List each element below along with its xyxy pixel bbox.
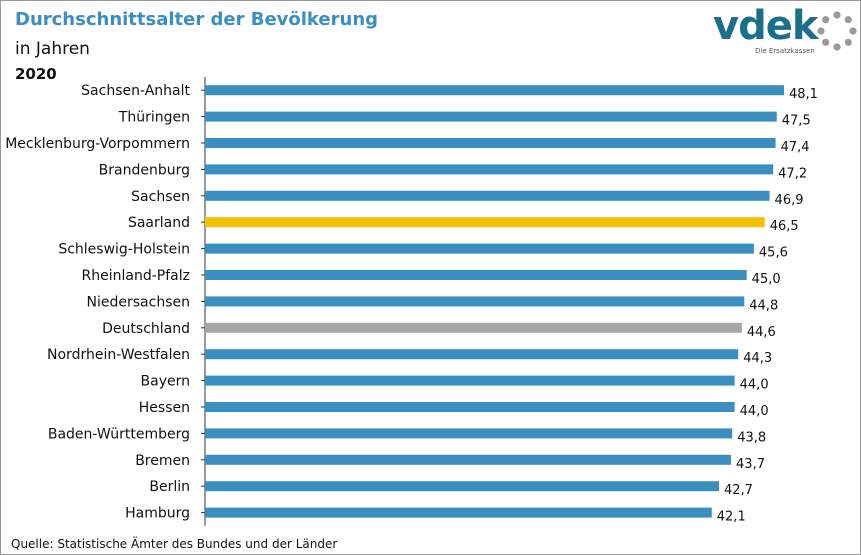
- bar: [205, 85, 784, 96]
- category-label: Baden-Württemberg: [48, 426, 190, 442]
- category-label: Rheinland-Pfalz: [82, 268, 190, 284]
- category-label: Hamburg: [125, 506, 190, 522]
- chart-subtitle: in Jahren: [15, 39, 90, 59]
- category-label: Nordrhein-Westfalen: [47, 347, 190, 363]
- category-label: Saarland: [128, 215, 190, 231]
- category-label: Hessen: [139, 400, 190, 416]
- chart-year: 2020: [15, 65, 57, 83]
- category-label: Brandenburg: [99, 162, 190, 178]
- category-label: Niedersachsen: [87, 294, 190, 310]
- category-label: Berlin: [149, 479, 190, 495]
- category-label: Mecklenburg-Vorpommern: [5, 136, 190, 152]
- category-label: Bayern: [141, 374, 190, 390]
- bar: [205, 190, 770, 201]
- value-label: 47,4: [781, 140, 810, 155]
- value-label: 47,2: [778, 166, 807, 181]
- logo-tagline: Die Ersatzkassen: [755, 47, 815, 55]
- value-label: 48,1: [789, 87, 818, 102]
- bar: [205, 507, 712, 518]
- category-label: Schleswig-Holstein: [58, 242, 190, 258]
- value-label: 42,1: [717, 510, 746, 525]
- bar: [205, 296, 745, 307]
- logo-ring-icon: [817, 11, 857, 51]
- bar: [205, 138, 776, 148]
- category-label: Sachsen: [131, 189, 190, 205]
- category-label: Deutschland: [102, 321, 190, 337]
- source-note: Quelle: Statistische Ämter des Bundes un…: [11, 537, 338, 551]
- value-label: 46,5: [770, 219, 799, 234]
- bar: [205, 111, 777, 122]
- value-label: 44,0: [740, 404, 769, 419]
- logo-wordmark: vdek: [713, 3, 818, 49]
- category-label: Thüringen: [118, 110, 190, 126]
- value-label: 47,5: [782, 114, 811, 129]
- bar: [205, 270, 747, 280]
- bar: [205, 428, 733, 439]
- value-label: 45,0: [752, 272, 781, 287]
- bar: [205, 243, 754, 254]
- value-label: 43,7: [736, 457, 765, 472]
- value-label: 44,0: [740, 378, 769, 393]
- bar: [205, 322, 742, 333]
- bar: [205, 349, 739, 360]
- vdek-logo: vdek Die Ersatzkassen: [713, 3, 857, 59]
- bar: [205, 481, 719, 492]
- value-label: 42,7: [724, 483, 753, 498]
- bar: [205, 402, 735, 412]
- value-label: 44,8: [749, 298, 778, 313]
- chart-title: Durchschnittsalter der Bevölkerung: [15, 9, 379, 30]
- bar: [205, 217, 765, 228]
- value-label: 43,8: [737, 430, 766, 445]
- bar: [205, 375, 735, 386]
- value-label: 45,6: [759, 246, 788, 261]
- bar: [205, 164, 774, 175]
- bar: [205, 454, 732, 465]
- category-label: Bremen: [135, 453, 190, 469]
- value-label: 44,6: [747, 325, 776, 340]
- value-label: 46,9: [775, 193, 804, 208]
- category-label: Sachsen-Anhalt: [81, 83, 190, 99]
- value-label: 44,3: [743, 351, 772, 366]
